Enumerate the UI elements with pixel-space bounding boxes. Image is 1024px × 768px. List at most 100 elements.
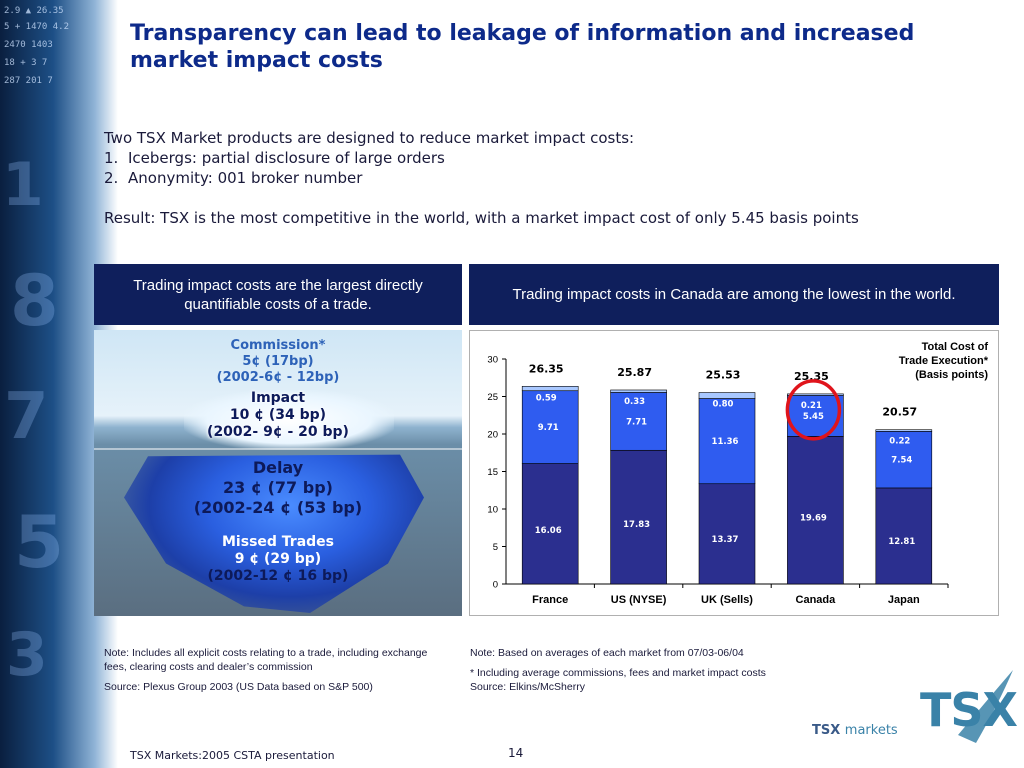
list-item: 1. Icebergs: partial disclosure of large… xyxy=(104,148,1004,168)
bar-segment-fees xyxy=(698,392,756,399)
missed-title: Missed Trades xyxy=(222,534,334,550)
bar-segment-fees xyxy=(610,389,667,393)
footer-text: TSX Markets:2005 CSTA presentation xyxy=(130,749,335,762)
logo-swoosh-icon xyxy=(958,670,1013,743)
bar-segment-commissions xyxy=(875,487,933,585)
commission-2002: (2002-6¢ - 12bp) xyxy=(216,370,340,385)
intro-block: Two TSX Market products are designed to … xyxy=(104,128,1004,228)
bar-segment-market-impact-costs xyxy=(875,431,933,489)
data-label: 9.71 xyxy=(538,423,559,433)
impact-label: Impact 10 ¢ (34 bp) (2002- 9¢ - 20 bp) xyxy=(94,390,462,441)
slide-title: Transparency can lead to leakage of info… xyxy=(130,21,915,73)
bar-segment-commissions xyxy=(787,436,844,585)
missed-2002: (2002-12 ¢ 16 bp) xyxy=(207,568,349,584)
total-label: 20.57 xyxy=(882,406,917,419)
chart-title-line: Total Cost of xyxy=(922,341,989,353)
delay-label: Delay 23 ¢ (77 bp) (2002-24 ¢ (53 bp) xyxy=(94,458,462,518)
digit-decoration: 8 xyxy=(10,260,59,342)
highlight-circle xyxy=(785,379,842,441)
data-label: 11.36 xyxy=(712,437,739,447)
commission-value: 5¢ (17bp) xyxy=(242,354,314,369)
logo-small-tsx: TSX xyxy=(812,723,841,738)
commission-label: Commission* 5¢ (17bp) (2002-6¢ - 12bp) xyxy=(94,338,462,386)
bar-segment-market-impact-costs xyxy=(698,398,756,485)
ticker-decoration: 2470 1403 xyxy=(4,40,53,50)
cost-chart: 0 5 10 15 20 25 30 16.06 9.71 0.59 26.35 France 17.8… xyxy=(469,330,999,616)
y-tick-label: 20 xyxy=(487,430,498,441)
delay-2002: (2002-24 ¢ (53 bp) xyxy=(193,498,363,517)
data-label: 0.33 xyxy=(624,397,645,407)
chart-title-line: Trade Execution* xyxy=(899,355,989,367)
total-label: 25.53 xyxy=(706,369,741,382)
y-tick-label: 30 xyxy=(487,355,498,366)
y-tick-label: 10 xyxy=(487,505,498,516)
right-panel-header: Trading impact costs in Canada are among… xyxy=(469,264,999,325)
logo-small-markets: markets xyxy=(844,723,898,738)
delay-title: Delay xyxy=(252,458,304,477)
list-item-number: 1. xyxy=(104,149,119,167)
list-item-text: Anonymity: 001 broker number xyxy=(128,169,363,187)
waterline xyxy=(94,448,462,450)
y-tick-label: 5 xyxy=(493,542,498,553)
bar-segment-market-impact-costs xyxy=(521,390,579,464)
x-category-label: Canada xyxy=(796,594,837,606)
impact-title: Impact xyxy=(250,390,306,406)
data-label: 7.71 xyxy=(626,417,647,427)
intro-lead: Two TSX Market products are designed to … xyxy=(104,129,635,147)
iceberg-illustration: Commission* 5¢ (17bp) (2002-6¢ - 12bp) I… xyxy=(94,330,462,616)
impact-value: 10 ¢ (34 bp) xyxy=(229,407,327,423)
source-text: Source: Elkins/McSherry xyxy=(470,681,585,693)
data-label: 5.45 xyxy=(803,412,824,422)
bar-segment-fees xyxy=(787,393,844,396)
bar-segment-commissions xyxy=(521,463,579,585)
y-tick-label: 25 xyxy=(487,392,498,403)
data-label: 16.06 xyxy=(535,526,562,536)
digit-decoration: 1 xyxy=(2,150,44,220)
data-label: 7.54 xyxy=(891,456,912,466)
delay-value: 23 ¢ (77 bp) xyxy=(223,478,333,497)
y-tick-label: 0 xyxy=(493,580,498,591)
data-label: 13.37 xyxy=(712,535,739,545)
total-label: 25.87 xyxy=(617,366,652,379)
ticker-decoration: 5 + 1470 4.2 xyxy=(4,22,70,32)
data-label: 0.22 xyxy=(889,437,910,447)
logo-tsx: TSX xyxy=(920,683,1018,737)
bar-segment-fees xyxy=(521,385,579,392)
digit-decoration: 3 xyxy=(6,620,48,690)
commission-title: Commission* xyxy=(230,338,326,353)
left-panel-header: Trading impact costs are the largest dir… xyxy=(94,264,462,325)
note-text: Note: Includes all explicit costs relati… xyxy=(104,647,428,673)
list-item-number: 2. xyxy=(104,169,119,187)
list-item: 2. Anonymity: 001 broker number xyxy=(104,168,1004,188)
bar-segment-commissions xyxy=(610,449,667,585)
data-label: 17.83 xyxy=(623,520,650,530)
missed-value: 9 ¢ (29 bp) xyxy=(234,551,322,567)
x-category-label: UK (Sells) xyxy=(701,594,753,606)
bar-segment-fees xyxy=(875,429,933,432)
ticker-decoration: 287 201 7 xyxy=(4,76,53,86)
x-category-label: France xyxy=(532,594,568,606)
note-text: Note: Based on averages of each market f… xyxy=(470,647,744,659)
notes-right: Note: Based on averages of each market f… xyxy=(470,646,850,694)
y-tick-label: 15 xyxy=(487,467,498,478)
footnote-text: * Including average commissions, fees an… xyxy=(470,667,766,679)
x-category-label: Japan xyxy=(888,594,920,606)
data-label: 12.81 xyxy=(888,537,915,547)
ticker-decoration: 18 + 3 7 xyxy=(4,58,48,68)
missed-trades-label: Missed Trades 9 ¢ (29 bp) (2002-12 ¢ 16 … xyxy=(94,534,462,585)
total-label: 25.35 xyxy=(794,370,829,383)
data-label: 0.21 xyxy=(801,401,822,411)
digit-decoration: 5 xyxy=(14,500,65,584)
logo-markets: TSX markets xyxy=(812,723,898,738)
data-label: 19.69 xyxy=(800,514,827,524)
tsx-markets-logo: TSX TSX markets xyxy=(808,665,1018,760)
digit-decoration: 7 xyxy=(4,380,49,454)
notes-left: Note: Includes all explicit costs relati… xyxy=(104,646,444,694)
data-label: 0.59 xyxy=(536,393,557,403)
iceberg-tip xyxy=(184,390,394,450)
ticker-decoration: 2.9 ▲ 26.35 xyxy=(4,6,64,16)
page-number: 14 xyxy=(508,746,524,760)
list-item-text: Icebergs: partial disclosure of large or… xyxy=(128,149,445,167)
data-label: 0.80 xyxy=(713,400,734,410)
x-category-label: US (NYSE) xyxy=(611,594,667,606)
